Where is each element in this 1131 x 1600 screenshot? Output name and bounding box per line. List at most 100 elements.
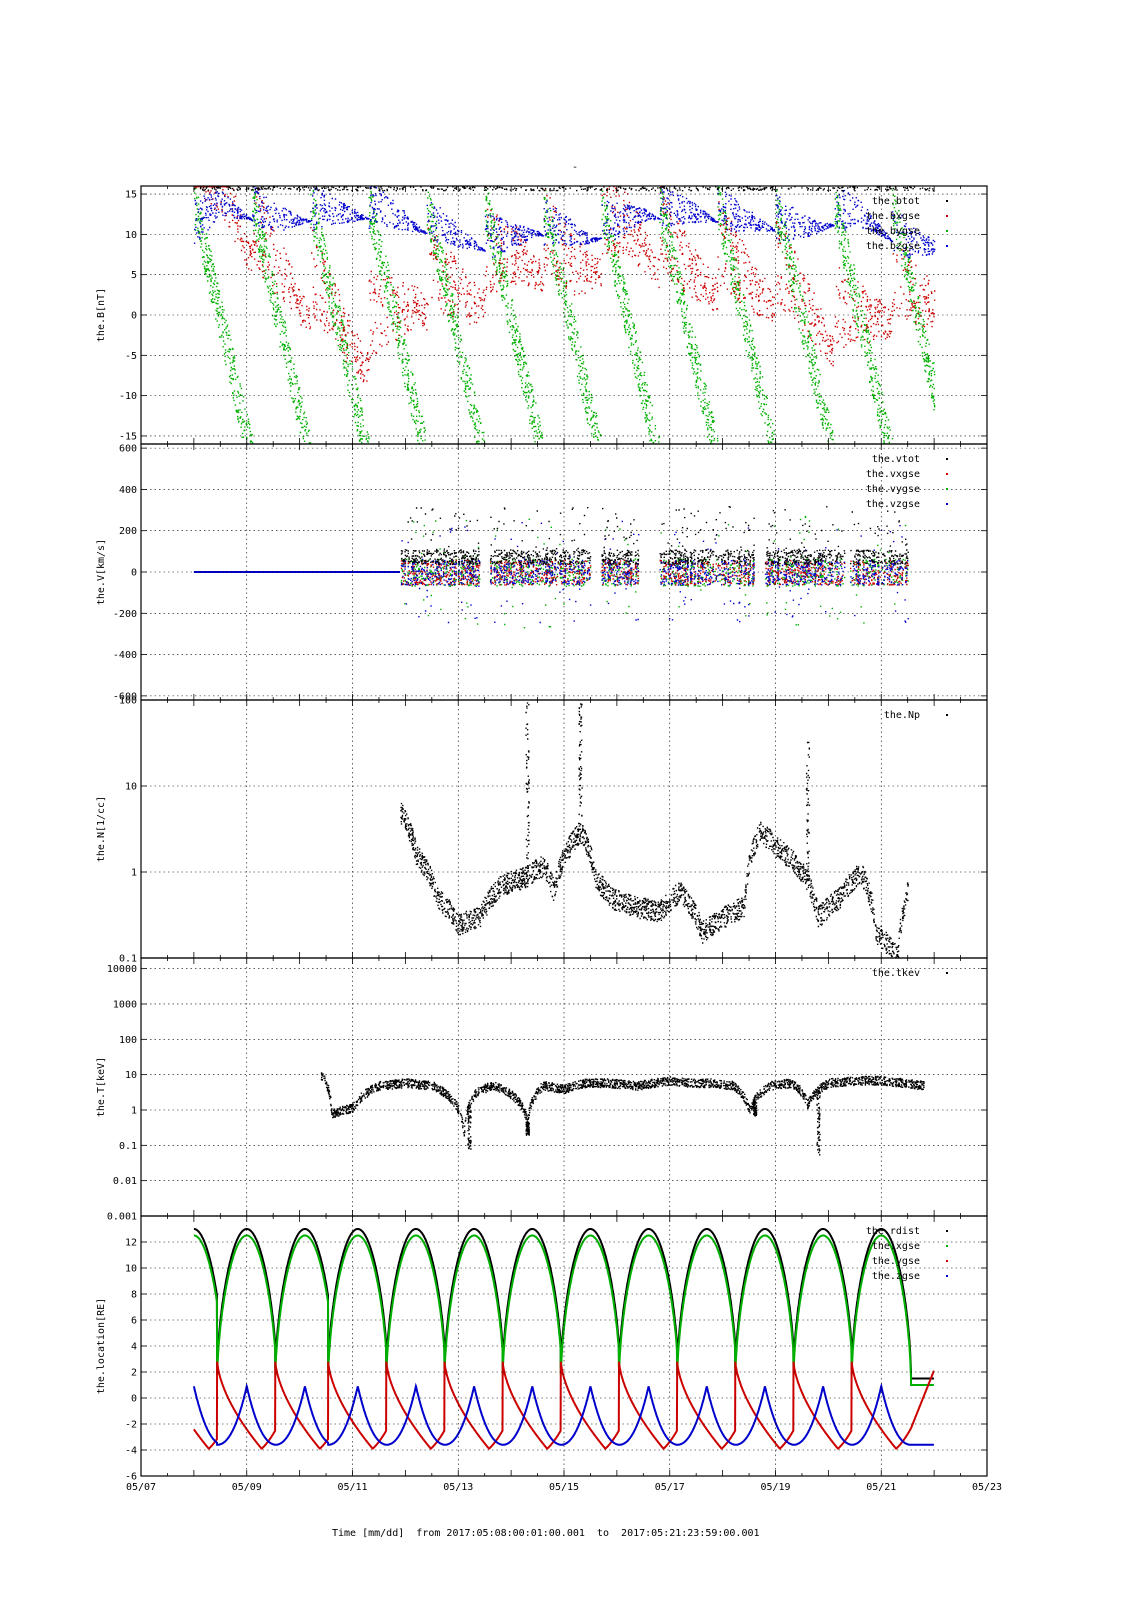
panel-frame — [140, 1215, 988, 1477]
plot-area-temperature — [320, 1072, 925, 1156]
legend-label: the.vxgse — [866, 469, 920, 480]
caption-to-value: 2017:05:21:23:59:00.001 — [621, 1528, 760, 1539]
legend-swatch — [946, 972, 948, 974]
legend: the.tkev — [872, 968, 948, 979]
legend-swatch — [946, 458, 948, 460]
y-axis-label: the.N[1/cc] — [96, 796, 107, 862]
y-tick-label: -600 — [113, 691, 137, 702]
y-tick-label: 5 — [131, 270, 137, 281]
x-tick-label: 05/15 — [549, 1482, 579, 1493]
y-tick-label: 0 — [131, 1394, 137, 1405]
time-caption: Time [mm/dd] from 2017:05:08:00:01:00.00… — [332, 1528, 760, 1539]
x-tick-label: 05/13 — [443, 1482, 473, 1493]
legend-swatch — [946, 245, 948, 247]
legend: the.vtot the.vxgse the.vygse the.vzgse — [866, 454, 948, 510]
y-tick-label: 400 — [119, 485, 137, 496]
x-tick-label: 05/09 — [232, 1482, 262, 1493]
y-tick-label: 0.1 — [119, 954, 137, 965]
legend-label: the.xgse — [872, 1241, 920, 1252]
x-tick-label: 05/19 — [760, 1482, 790, 1493]
y-tick-label: 15 — [125, 190, 137, 201]
y-axis-label: the.location[RE] — [96, 1298, 107, 1394]
plot-area-density — [400, 702, 909, 958]
legend-swatch — [946, 473, 948, 475]
y-tick-label: 600 — [119, 444, 137, 455]
legend-swatch — [946, 215, 948, 217]
caption-to-label: to — [596, 1528, 609, 1539]
legend-swatch — [946, 1275, 948, 1277]
x-axis: 05/07 05/09 05/11 05/13 05/15 05/17 05/19 05/21… — [126, 1482, 1002, 1493]
x-tick-label: 05/07 — [126, 1482, 156, 1493]
panel-frame — [140, 699, 988, 959]
panel-location: -6 -4 -2 0 2 4 6 8 10 12 the.location[RE] the.rdist… — [96, 1215, 988, 1483]
legend: the.Np — [884, 710, 948, 721]
y-tick-label: 200 — [119, 526, 137, 537]
legend-swatch — [946, 200, 948, 202]
caption-from-label: from — [416, 1528, 441, 1539]
legend-label: the.bzgse — [866, 241, 920, 252]
series-the-tkev — [320, 1072, 925, 1156]
y-tick-label: -4 — [125, 1446, 137, 1457]
legend-swatch — [946, 230, 948, 232]
legend-swatch — [946, 1230, 948, 1232]
y-tick-label: 0.001 — [107, 1212, 137, 1223]
legend-label: the.ygse — [872, 1256, 920, 1267]
panel-temperature: 0.001 0.01 0.1 1 10 100 1000 10000 the.T[keV] the… — [96, 957, 988, 1223]
legend-swatch — [946, 714, 948, 716]
legend-label: the.bxgse — [866, 211, 920, 222]
x-tick-label: 05/21 — [866, 1482, 896, 1493]
legend-label: the.btot — [872, 196, 920, 207]
y-tick-label: 10 — [125, 230, 137, 241]
series-bzgse — [193, 186, 936, 259]
series-bxgse — [193, 186, 936, 383]
legend-label: the.tkev — [872, 968, 920, 979]
legend-label: the.rdist — [866, 1226, 920, 1237]
legend-label: the.zgse — [872, 1271, 920, 1282]
y-tick-label: 10000 — [107, 964, 137, 975]
panel-velocity: -600 -400 -200 0 200 400 600 the.V[km/s] the.vto… — [96, 443, 988, 702]
x-tick-label: 05/23 — [972, 1482, 1002, 1493]
series-the-zgse — [192, 1382, 934, 1446]
caption-from-value: 2017:05:08:00:01:00.001 — [446, 1528, 585, 1539]
y-tick-label: 10 — [125, 1264, 137, 1275]
y-tick-label: 8 — [131, 1290, 137, 1301]
panel-magnetic_field: -15 -10 -5 0 5 10 15 the.B[nT] the.btot the.bxgse… — [96, 185, 988, 445]
y-axis-label: the.T[keV] — [96, 1057, 107, 1117]
y-tick-label: -2 — [125, 1420, 137, 1431]
y-axis-label: the.B[nT] — [96, 288, 107, 342]
series-the-ygse — [193, 1361, 935, 1450]
legend-label: the.bygse — [866, 226, 920, 237]
y-tick-label: 6 — [131, 1316, 137, 1327]
y-tick-label: -10 — [119, 391, 137, 402]
series-the-Np — [400, 702, 909, 958]
y-tick-label: 100 — [119, 1035, 137, 1046]
y-tick-label: 4 — [131, 1342, 137, 1353]
plot-area-velocity — [193, 506, 909, 629]
y-tick-label: 2 — [131, 1368, 137, 1379]
y-tick-label: 1 — [131, 1105, 137, 1116]
y-tick-label: 0.1 — [119, 1141, 137, 1152]
legend-swatch — [946, 488, 948, 490]
y-tick-label: 10 — [125, 1070, 137, 1081]
y-tick-label: 12 — [125, 1238, 137, 1249]
y-axis-label: the.V[km/s] — [96, 539, 107, 605]
plot-area-magnetic_field — [193, 186, 936, 444]
legend-label: the.vzgse — [866, 499, 920, 510]
y-tick-label: 1000 — [113, 999, 137, 1010]
legend-swatch — [946, 1260, 948, 1262]
y-tick-label: -5 — [125, 351, 137, 362]
panel-density: 0.1 1 10 100 the.N[1/cc] the.Np — [96, 696, 988, 965]
caption-prefix: Time [mm/dd] — [332, 1528, 405, 1539]
series-vtot — [400, 506, 909, 566]
series-btot — [194, 186, 935, 192]
chart-title: - — [572, 162, 579, 173]
legend-label: the.vygse — [866, 484, 920, 495]
y-tick-label: 100 — [119, 696, 137, 707]
y-tick-label: -200 — [113, 609, 137, 620]
legend-swatch — [946, 1245, 948, 1247]
legend-swatch — [946, 503, 948, 505]
y-tick-label: 0 — [131, 568, 137, 579]
y-tick-label: -6 — [125, 1472, 137, 1483]
legend-label: the.Np — [884, 710, 920, 721]
